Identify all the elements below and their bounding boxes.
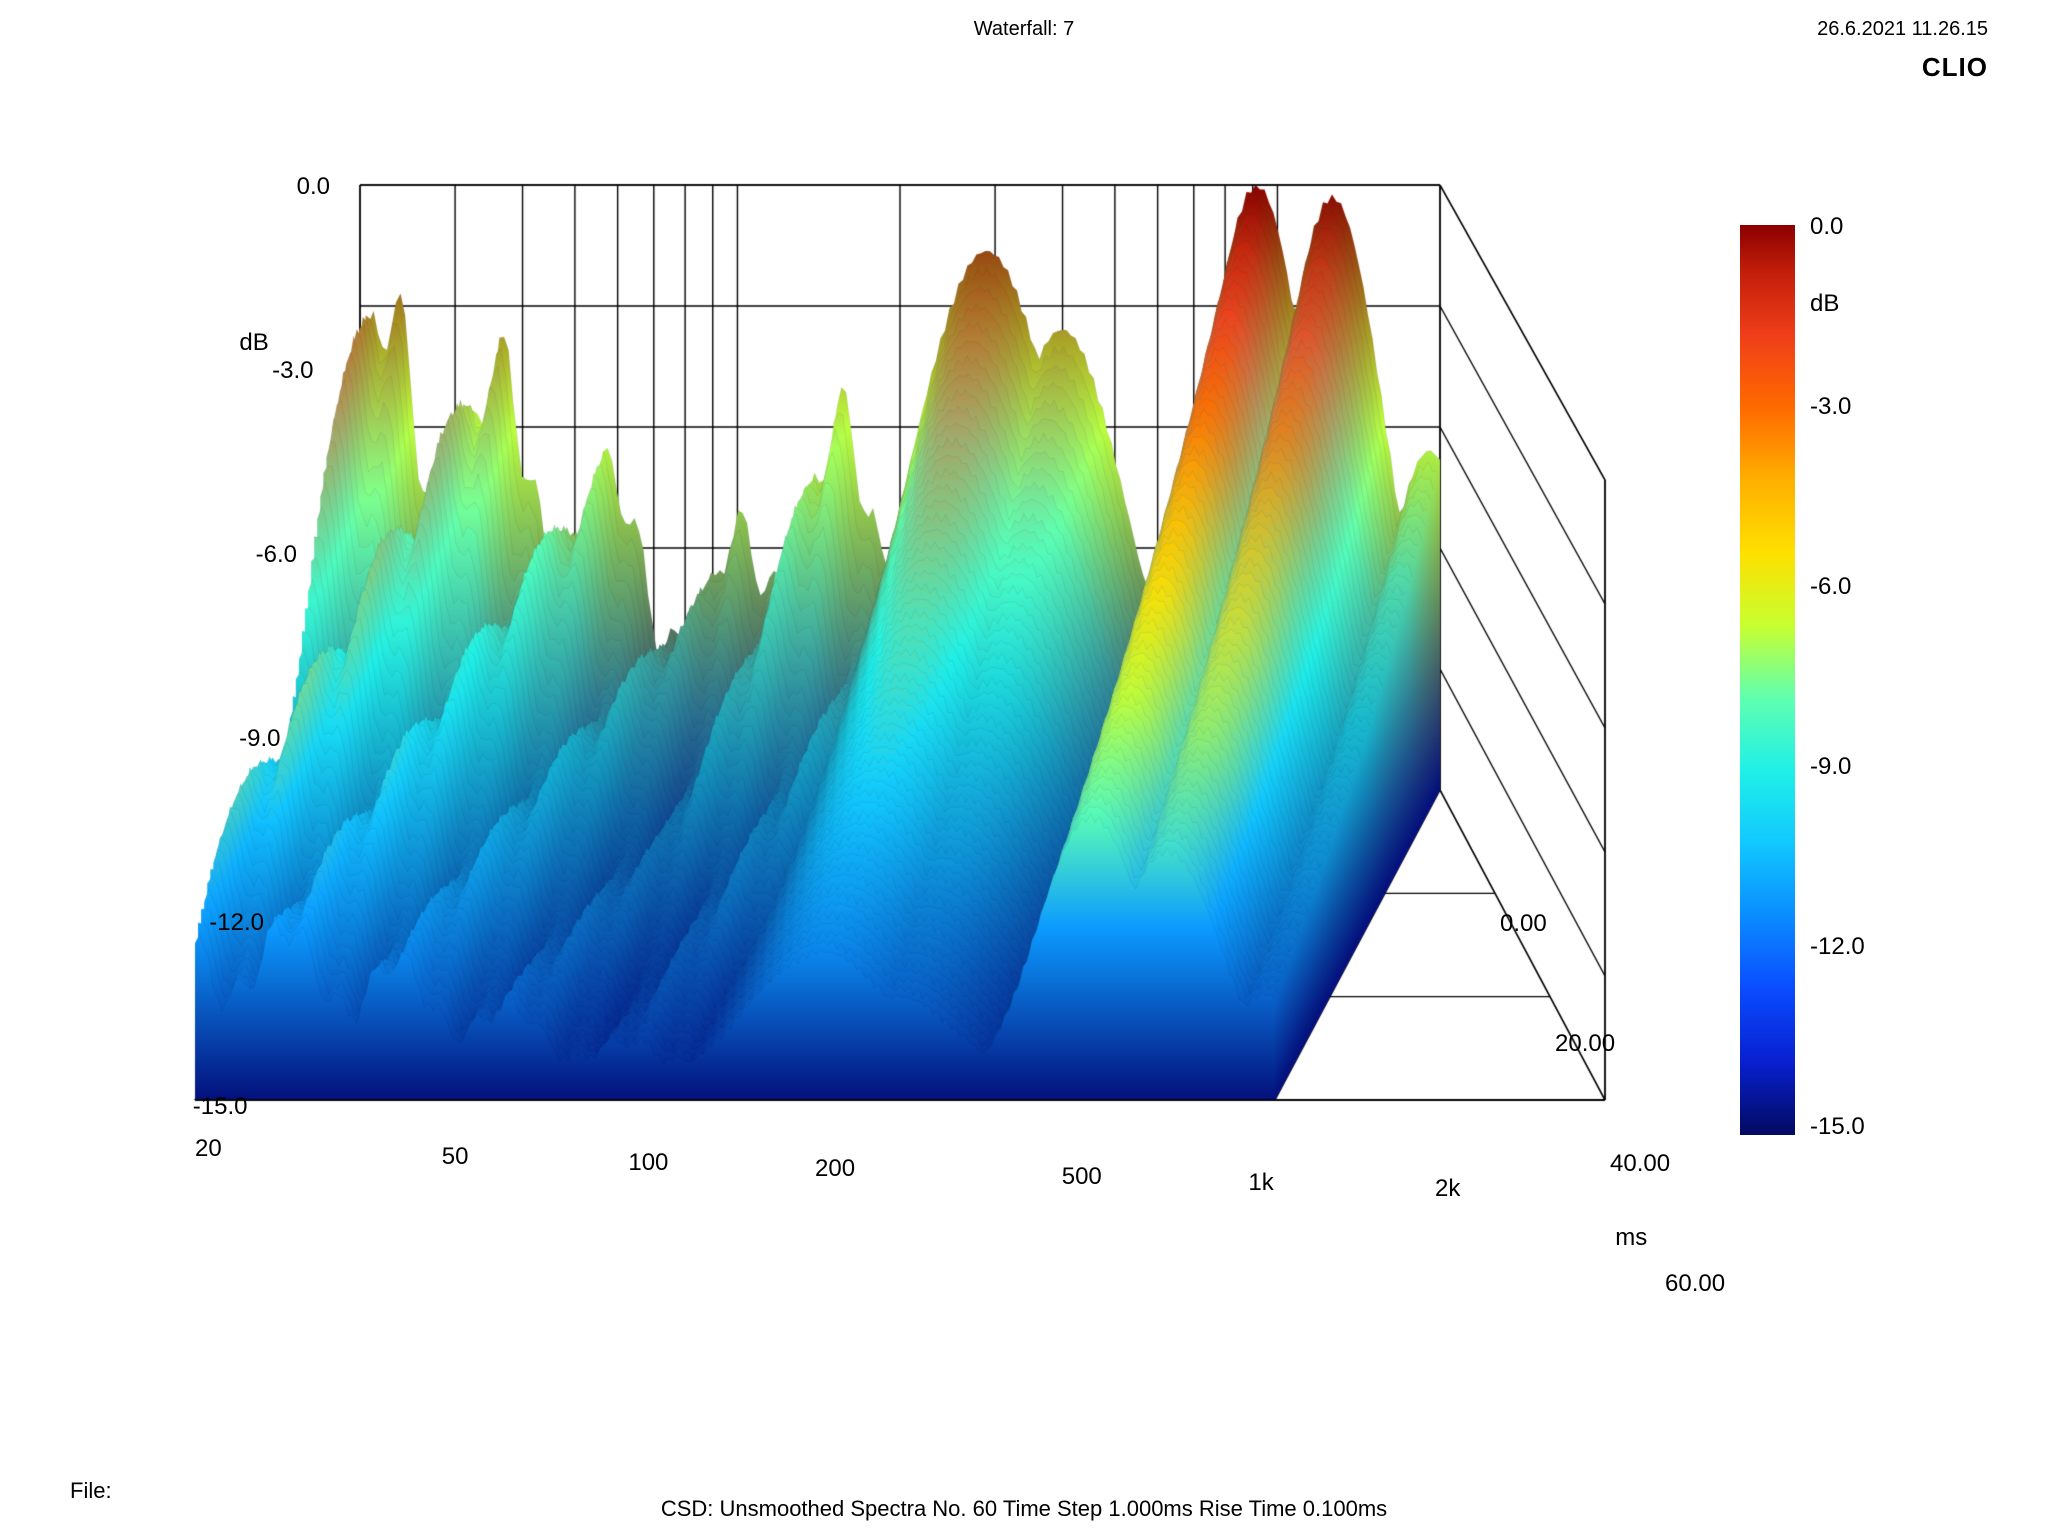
colorbar	[1740, 225, 1800, 1135]
colorbar-unit: dB	[1810, 290, 1839, 318]
z-axis-tick: -3.0	[234, 357, 314, 385]
file-label: File:	[70, 1478, 112, 1504]
y-axis-tick: 0.00	[1500, 910, 1547, 938]
z-axis-tick: 0.0	[250, 173, 330, 201]
x-axis-tick: 200	[815, 1155, 855, 1183]
brand-label: CLIO	[1922, 52, 1988, 83]
colorbar-tick: -3.0	[1810, 393, 1851, 421]
y-axis-tick: 20.00	[1555, 1030, 1615, 1058]
z-axis-tick: -9.0	[201, 725, 281, 753]
colorbar-tick: 0.0	[1810, 213, 1843, 241]
z-axis-tick: -6.0	[217, 541, 297, 569]
x-axis-tick: 500	[1062, 1163, 1102, 1191]
waterfall-3d-plot	[60, 90, 1710, 1210]
x-axis-tick: 50	[442, 1143, 469, 1171]
z-axis-tick: -15.0	[168, 1093, 248, 1121]
colorbar-tick: -12.0	[1810, 933, 1865, 961]
y-axis-unit: ms	[1615, 1224, 1647, 1252]
x-axis-tick: 1k	[1248, 1169, 1273, 1197]
y-axis-tick: 60.00	[1665, 1270, 1725, 1298]
y-axis-tick: 40.00	[1610, 1150, 1670, 1178]
z-axis-tick: -12.0	[184, 909, 264, 937]
footer-params: CSD: Unsmoothed Spectra No. 60 Time Step…	[661, 1496, 1387, 1522]
x-axis-tick: 100	[628, 1149, 668, 1177]
colorbar-tick: -6.0	[1810, 573, 1851, 601]
x-axis-tick: 2k	[1435, 1175, 1460, 1203]
x-axis-tick: 20	[195, 1135, 222, 1163]
colorbar-tick: -9.0	[1810, 753, 1851, 781]
z-axis-unit: dB	[239, 329, 299, 357]
timestamp: 26.6.2021 11.26.15	[1817, 18, 1988, 41]
page-title: Waterfall: 7	[974, 18, 1074, 41]
colorbar-tick: -15.0	[1810, 1113, 1865, 1141]
